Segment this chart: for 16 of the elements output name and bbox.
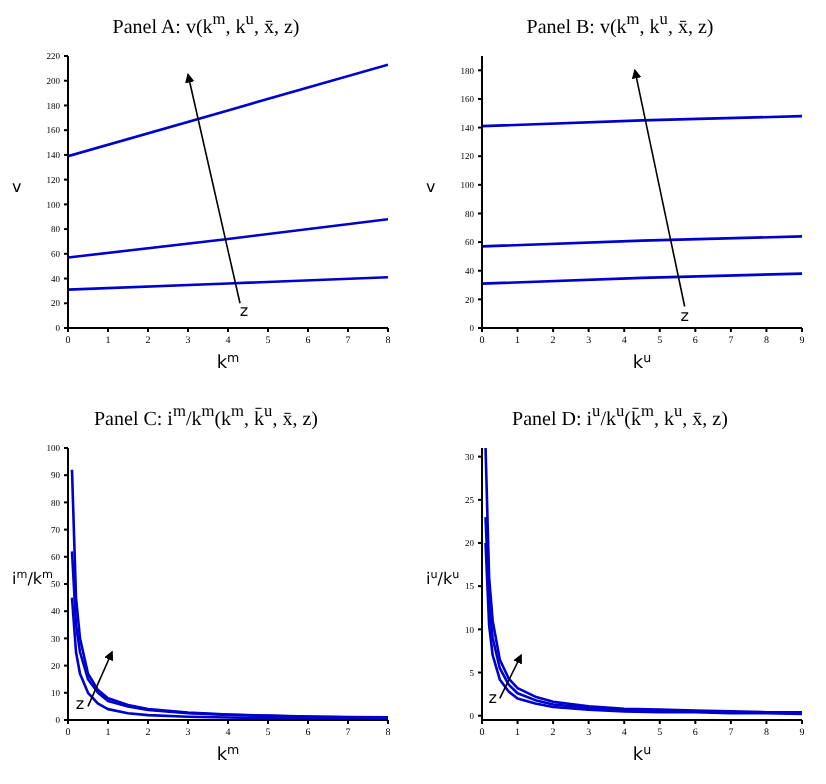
y-axis-title: i$^{m}$/k$^{m}$ <box>12 570 53 588</box>
chart-title: Panel C: i$^{m}$/k$^{m}$(k$^{m}$, k̄$^{u}$, x̄, z) <box>94 402 318 431</box>
chart-title: Panel A: v(k$^{m}$, k$^{u}$, x̄, z) <box>110 8 302 43</box>
y-axis-title: v <box>12 178 22 196</box>
chart-title: Panel B: v(k$^{m}$, k$^{u}$, x̄, z) <box>524 8 716 43</box>
x-axis-title: k$^{m}$ <box>216 351 240 374</box>
annotation: z <box>680 306 689 325</box>
annotation: z <box>75 695 85 714</box>
annotation: z <box>239 301 249 320</box>
x-axis-title: k$^{m}$ <box>216 743 240 766</box>
chart-title: Panel D: i$^{u}$/k$^{u}$(k̄$^{m}$, k$^{u}$, x̄, z) <box>512 402 728 431</box>
annotation: z <box>488 688 497 707</box>
x-axis-title: k$^{u}$ <box>632 351 652 374</box>
y-axis-title: v <box>426 178 436 196</box>
y-axis-title: i$^{u}$/k$^{u}$ <box>426 570 461 588</box>
x-axis-title: k$^{u}$ <box>632 743 652 766</box>
